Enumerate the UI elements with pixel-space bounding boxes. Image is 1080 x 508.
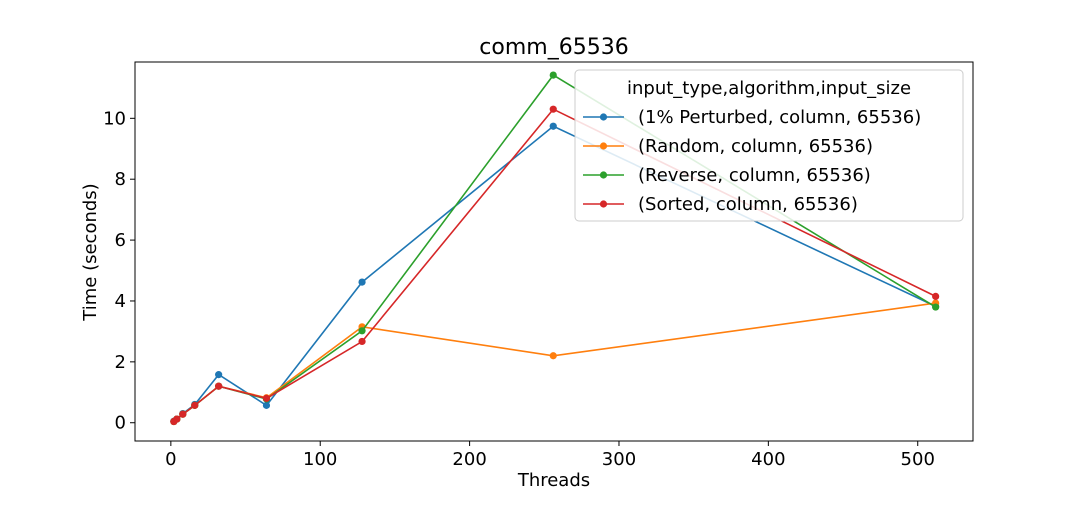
- y-tick-label: 2: [115, 352, 126, 373]
- legend-title: input_type,algorithm,input_size: [627, 78, 911, 99]
- legend-entry-label: (1% Perturbed, column, 65536): [638, 107, 921, 128]
- y-axis-label: Time (seconds): [80, 183, 101, 321]
- data-point: [173, 415, 181, 423]
- legend-swatch-marker: [599, 200, 608, 208]
- x-tick-label: 100: [303, 449, 337, 470]
- data-point: [215, 382, 223, 390]
- x-tick-label: 200: [452, 449, 486, 470]
- y-tick-label: 8: [115, 169, 126, 190]
- legend: input_type,algorithm,input_size (1% Pert…: [574, 69, 964, 222]
- x-tick-label: 0: [165, 449, 176, 470]
- legend-swatch-marker: [599, 113, 608, 121]
- x-tick-label: 400: [751, 449, 785, 470]
- data-point: [358, 327, 366, 335]
- legend-entry-label: (Sorted, column, 65536): [638, 194, 858, 215]
- data-point: [262, 401, 271, 409]
- y-tick-label: 0: [115, 413, 126, 434]
- data-point: [932, 292, 940, 301]
- data-point: [549, 71, 557, 79]
- plot-area: 0 100 200 300 400 500 0 2 4 6 8 10: [103, 61, 974, 470]
- y-tick-label: 4: [115, 291, 126, 312]
- legend-entry-label: (Reverse, column, 65536): [638, 165, 871, 186]
- x-tick-label: 300: [602, 449, 636, 470]
- x-axis-label: Threads: [517, 470, 590, 491]
- data-point: [179, 410, 187, 418]
- series-line: [173, 302, 936, 423]
- legend-entry-label: (Random, column, 65536): [638, 136, 873, 157]
- data-point: [358, 278, 366, 286]
- data-point: [262, 394, 271, 402]
- legend-swatch-marker: [599, 142, 608, 150]
- data-point: [549, 105, 557, 113]
- data-point: [215, 371, 223, 379]
- y-tick-label: 6: [115, 230, 126, 251]
- data-point: [191, 401, 199, 409]
- plot-frame: [134, 61, 974, 442]
- data-point: [549, 122, 557, 130]
- data-point: [932, 303, 940, 311]
- y-tick-label: 10: [103, 108, 126, 129]
- chart-title: comm_65536: [479, 35, 628, 60]
- x-tick-label: 500: [901, 449, 935, 470]
- data-point: [358, 337, 366, 346]
- legend-swatch-marker: [599, 171, 608, 179]
- legend-box: [574, 69, 964, 222]
- data-point: [549, 352, 557, 360]
